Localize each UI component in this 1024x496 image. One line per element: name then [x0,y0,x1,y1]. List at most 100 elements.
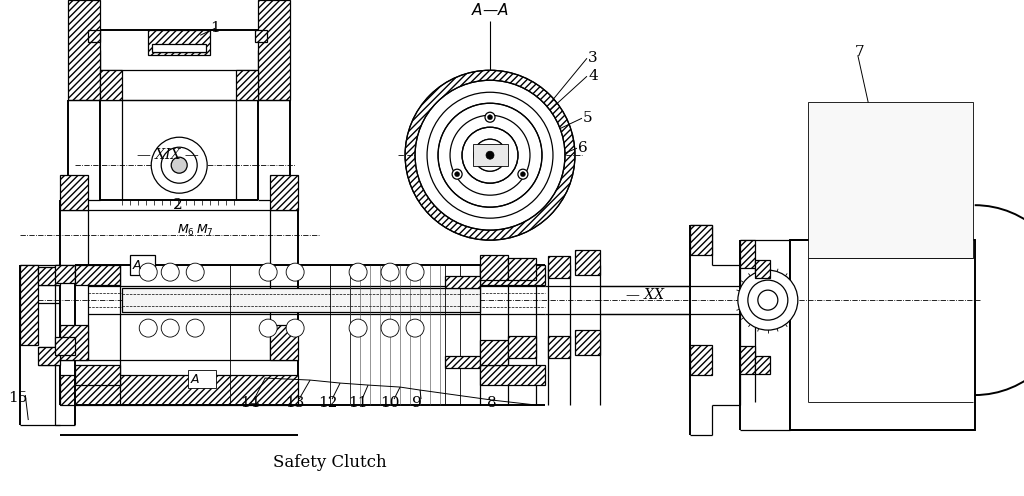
Text: Safety Clutch: Safety Clutch [273,453,387,471]
Bar [88,30,100,42]
Bar [60,325,88,360]
Bar [130,255,156,275]
Circle shape [381,319,399,337]
Text: 9: 9 [413,396,422,410]
Circle shape [139,263,158,281]
Circle shape [152,137,207,193]
Bar [445,356,480,368]
Text: 6: 6 [579,141,588,155]
Circle shape [450,115,530,195]
Bar [808,102,973,258]
Circle shape [186,319,204,337]
Circle shape [259,263,278,281]
Circle shape [453,169,462,179]
Circle shape [402,67,578,243]
Circle shape [485,112,495,122]
Circle shape [738,270,798,330]
Bar [574,330,600,355]
Bar [153,44,206,52]
Circle shape [407,319,424,337]
Text: 8: 8 [487,396,497,410]
Circle shape [748,280,787,320]
Bar [548,336,570,358]
Text: 7: 7 [855,45,864,59]
Bar [690,225,712,255]
Text: $M_6$: $M_6$ [177,223,196,238]
Text: 11: 11 [348,396,368,410]
Bar [76,265,120,285]
Circle shape [286,319,304,337]
Bar [148,30,210,55]
Circle shape [427,92,553,218]
Circle shape [487,115,493,120]
Text: 13: 13 [286,396,305,410]
Bar [76,365,120,385]
Circle shape [139,319,158,337]
Bar [790,240,975,430]
Bar [480,365,545,385]
Circle shape [161,319,179,337]
Text: 2: 2 [173,198,183,212]
Bar [122,288,480,312]
Circle shape [161,147,198,183]
Text: 1: 1 [210,21,220,35]
Bar [740,240,755,268]
Text: — XIX —: — XIX — [137,148,199,162]
Bar [480,265,545,285]
Circle shape [381,263,399,281]
Bar [55,265,76,283]
Text: 14: 14 [241,396,260,410]
Bar [55,337,76,355]
Circle shape [520,172,525,177]
Text: 10: 10 [380,396,399,410]
Circle shape [518,169,528,179]
Text: 5: 5 [583,111,593,125]
Circle shape [438,103,542,207]
Bar [755,260,770,278]
Bar [755,356,770,374]
Bar [508,258,536,280]
Bar [690,345,712,375]
Circle shape [259,319,278,337]
Bar [480,255,508,280]
Circle shape [407,263,424,281]
Text: 12: 12 [318,396,338,410]
Circle shape [462,127,518,183]
Text: $M_7$: $M_7$ [197,223,214,238]
Text: $A$: $A$ [132,258,142,272]
Bar [237,70,258,100]
Circle shape [349,263,367,281]
Bar [740,346,755,374]
Bar [100,70,122,100]
Circle shape [758,290,778,310]
Circle shape [406,70,574,240]
Bar [69,0,100,100]
Circle shape [455,172,460,177]
Text: 4: 4 [588,69,598,83]
Bar [548,256,570,278]
Bar [38,347,60,365]
Circle shape [474,139,506,171]
Text: $A$—$A$: $A$—$A$ [471,2,509,18]
Bar [270,325,298,360]
Circle shape [171,157,187,173]
Bar [188,370,216,388]
Bar [60,375,298,405]
Bar [255,30,267,42]
Bar [258,0,290,100]
Bar [60,175,88,210]
Bar [574,250,600,275]
Bar [38,267,60,285]
Text: $A$: $A$ [190,372,201,385]
Text: 3: 3 [588,51,598,65]
Text: 15: 15 [8,391,28,405]
Bar [20,265,38,345]
Bar [480,340,508,365]
Circle shape [349,319,367,337]
Text: — XX: — XX [626,288,664,302]
Circle shape [486,151,494,159]
Circle shape [415,80,565,230]
Bar [270,175,298,210]
Bar [508,336,536,358]
Circle shape [286,263,304,281]
